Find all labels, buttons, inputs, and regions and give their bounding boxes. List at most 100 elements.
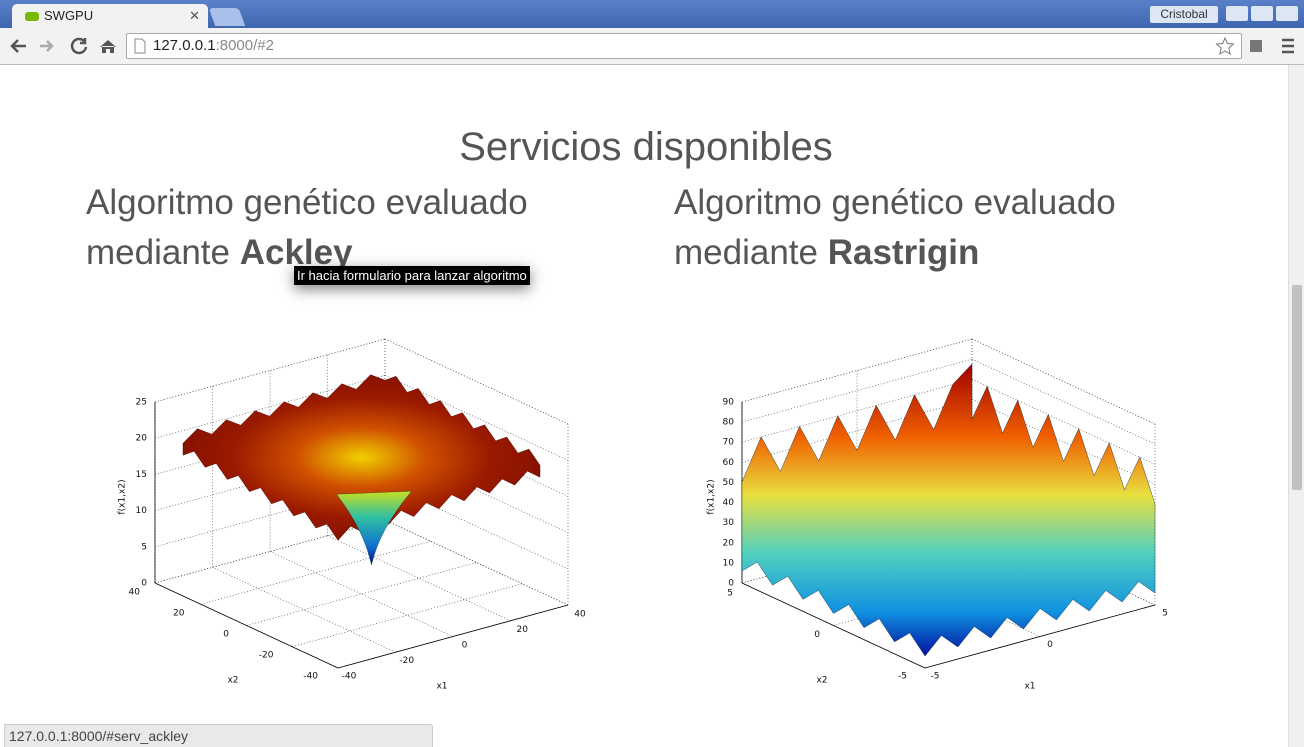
floor-grid xyxy=(384,519,569,606)
z-tick-label: 60 xyxy=(723,458,735,468)
home-button[interactable] xyxy=(100,40,116,53)
x-tick-label: -40 xyxy=(342,672,357,682)
minimize-button[interactable] xyxy=(1226,6,1248,21)
x-tick-label: -20 xyxy=(399,656,414,666)
service-title-prefix: Algoritmo genético evaluado mediante xyxy=(86,183,528,272)
grid-line xyxy=(154,338,386,403)
grid-line xyxy=(971,358,1156,445)
toolbar: 127.0.0.1:8000/#2 xyxy=(0,28,1304,65)
axis-line xyxy=(337,604,569,669)
service-title[interactable]: Algoritmo genético evaluado mediante Ras… xyxy=(674,178,1144,278)
service-name: Ackley xyxy=(239,233,353,272)
tab-close[interactable]: ✕ xyxy=(189,8,200,23)
floor-grid xyxy=(212,566,396,653)
y-tick-label: 40 xyxy=(129,588,141,598)
surface xyxy=(182,374,541,541)
bookmark-star[interactable] xyxy=(1215,36,1235,56)
z-tick-label: 25 xyxy=(136,398,147,408)
grid-line xyxy=(971,338,1156,425)
x-axis-label: x1 xyxy=(436,682,447,692)
y-tick-label: -40 xyxy=(303,672,318,682)
y-tick-label: -5 xyxy=(898,672,907,682)
z-tick-label: 40 xyxy=(723,498,735,508)
page-content: 0 5 10 15 20 25 40 20 0 -20 -40 -40 -20 0 20 40 f(x1,x2)… xyxy=(0,65,1288,747)
floor-grid xyxy=(292,583,523,648)
z-tick-label: 5 xyxy=(141,542,147,552)
y-tick-label: 5 xyxy=(727,589,733,599)
y-tick-label: 0 xyxy=(223,630,229,640)
tab[interactable]: SWGPU ✕ xyxy=(12,4,208,28)
restore-button[interactable] xyxy=(1251,6,1273,21)
z-tick-label: 15 xyxy=(136,470,147,480)
x-tick-label: 20 xyxy=(517,625,529,635)
surface xyxy=(741,363,1156,657)
z-tick-label: 90 xyxy=(723,398,735,408)
address-bar[interactable]: 127.0.0.1:8000/#2 xyxy=(126,33,1242,59)
grid-line xyxy=(384,338,569,425)
z-tick-label: 0 xyxy=(141,579,147,589)
z-tick-label: 20 xyxy=(723,538,735,548)
x-axis-label: x1 xyxy=(1024,682,1035,692)
floor-grid xyxy=(269,551,454,637)
service-title-prefix: Algoritmo genético evaluado mediante xyxy=(674,183,1116,272)
y-axis-label: x2 xyxy=(816,676,827,686)
surface-cone xyxy=(336,491,412,566)
z-tick-label: 80 xyxy=(723,418,735,428)
axis-line xyxy=(154,582,339,669)
x-tick-label: 0 xyxy=(462,641,468,651)
floor-grid xyxy=(327,535,511,622)
toolbar-icons xyxy=(1250,38,1294,54)
tab-title: SWGPU xyxy=(44,8,94,23)
y-tick-label: -20 xyxy=(259,651,274,661)
x-tick-label: 40 xyxy=(574,610,586,620)
grid-line xyxy=(741,338,973,403)
url-path: :8000/#2 xyxy=(215,37,274,54)
z-tick-label: 0 xyxy=(728,579,734,589)
service-name: Rastrigin xyxy=(827,233,980,272)
forward-button[interactable] xyxy=(40,40,54,52)
status-bubble: 127.0.0.1:8000/#serv_ackley xyxy=(4,724,433,747)
menu-button[interactable] xyxy=(1282,38,1294,54)
page-icon xyxy=(134,38,146,54)
x-tick-label: -5 xyxy=(931,672,940,682)
z-axis-label: f(x1,x2) xyxy=(118,479,128,514)
grid-line xyxy=(741,358,973,423)
y-axis-label: x2 xyxy=(227,676,238,686)
service-title[interactable]: Algoritmo genético evaluado mediante Ack… xyxy=(86,178,556,278)
reload-button[interactable] xyxy=(70,37,88,55)
axis-line xyxy=(741,582,926,669)
z-tick-label: 10 xyxy=(723,558,735,568)
new-tab[interactable] xyxy=(208,8,246,26)
tab-bar: SWGPU ✕ Cristobal xyxy=(0,0,1304,28)
grid-line xyxy=(971,378,1156,465)
z-tick-label: 30 xyxy=(723,518,735,528)
back-button[interactable] xyxy=(10,39,26,53)
nav-buttons xyxy=(10,37,116,55)
z-axis-label: f(x1,x2) xyxy=(707,479,717,514)
extension-icon[interactable] xyxy=(1250,40,1262,52)
close-button[interactable] xyxy=(1276,6,1298,21)
z-tick-label: 50 xyxy=(723,478,735,488)
scrollbar[interactable] xyxy=(1288,65,1304,747)
x-tick-label: 5 xyxy=(1162,609,1168,619)
y-tick-label: 20 xyxy=(173,609,185,619)
floor-grid xyxy=(200,540,431,605)
y-tick-label: 0 xyxy=(814,630,820,640)
grid-line xyxy=(971,399,1156,485)
url-host: 127.0.0.1 xyxy=(153,37,216,54)
grid-line xyxy=(741,378,973,443)
tooltip: Ir hacia formulario para lanzar algoritm… xyxy=(294,266,530,285)
page-heading: Servicios disponibles xyxy=(459,125,833,169)
z-tick-label: 70 xyxy=(723,438,735,448)
floor-grid xyxy=(246,562,477,626)
axis-line xyxy=(924,604,1156,669)
x-tick-label: 0 xyxy=(1047,640,1053,650)
user-badge[interactable]: Cristobal xyxy=(1150,6,1218,23)
grid-line xyxy=(741,398,973,463)
scrollbar-thumb[interactable] xyxy=(1292,285,1302,490)
z-tick-label: 10 xyxy=(136,506,148,516)
tab-icon xyxy=(25,12,39,21)
